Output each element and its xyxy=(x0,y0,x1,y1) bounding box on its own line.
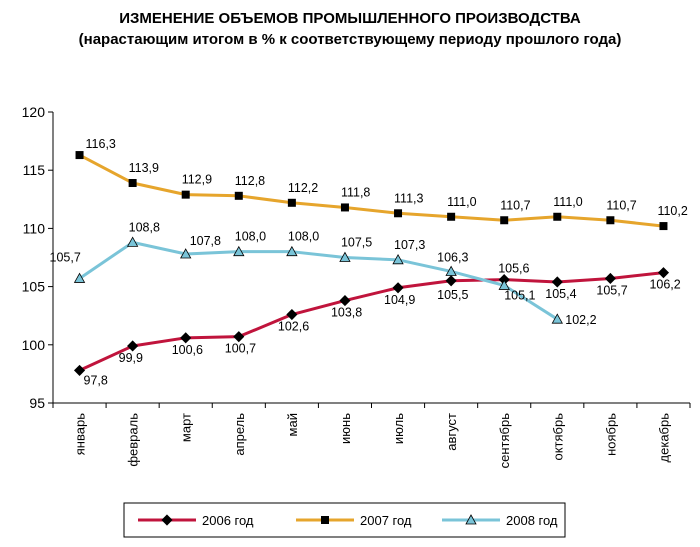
data-label: 112,2 xyxy=(288,181,318,195)
data-label: 100,6 xyxy=(172,343,203,357)
data-point xyxy=(498,279,510,290)
series-line xyxy=(78,271,664,372)
data-point xyxy=(181,190,190,199)
x-tick-label: август xyxy=(444,413,459,451)
data-label: 107,8 xyxy=(190,234,221,248)
legend-marker xyxy=(321,516,329,524)
data-label: 116,3 xyxy=(86,137,116,151)
data-point xyxy=(73,272,86,283)
x-tick-label: январь xyxy=(73,413,88,455)
data-label: 97,8 xyxy=(84,373,108,387)
data-point xyxy=(447,212,456,221)
chart-title: ИЗМЕНЕНИЕ ОБЪЕМОВ ПРОМЫШЛЕННОГО ПРОИЗВОД… xyxy=(119,10,581,27)
data-point xyxy=(180,332,192,344)
x-tick-label: декабрь xyxy=(656,413,671,463)
data-point xyxy=(127,340,139,352)
x-tick-label: апрель xyxy=(232,413,247,456)
data-label: 107,5 xyxy=(341,236,372,250)
data-point xyxy=(657,267,670,279)
data-point xyxy=(392,282,404,294)
y-tick-label: 110 xyxy=(23,220,46,236)
data-point xyxy=(339,251,351,262)
data-label: 110,2 xyxy=(657,204,687,218)
x-tick-label: февраль xyxy=(126,413,141,467)
data-point xyxy=(128,179,137,188)
data-label: 108,8 xyxy=(129,220,160,234)
legend-label: 2008 год xyxy=(506,513,558,528)
x-tick-label: октябрь xyxy=(550,413,565,461)
x-tick-label: сентябрь xyxy=(497,413,512,469)
y-tick-label: 100 xyxy=(22,337,46,353)
y-tick-label: 95 xyxy=(29,395,45,411)
data-point xyxy=(606,216,615,225)
data-label: 104,9 xyxy=(384,293,415,307)
data-point xyxy=(445,275,457,287)
data-label: 108,0 xyxy=(288,230,319,244)
data-label: 99,9 xyxy=(119,351,143,365)
data-label: 105,7 xyxy=(50,250,81,264)
x-tick-label: ноябрь xyxy=(603,413,618,456)
data-label: 112,8 xyxy=(235,174,265,188)
data-label: 102,2 xyxy=(565,313,596,327)
data-label: 105,7 xyxy=(596,283,627,297)
data-label: 108,0 xyxy=(235,230,266,244)
data-label: 112,9 xyxy=(182,173,212,187)
legend-label: 2006 год xyxy=(202,513,254,528)
data-point xyxy=(604,272,616,285)
data-label: 110,7 xyxy=(606,198,636,212)
data-point xyxy=(659,222,668,231)
data-point xyxy=(445,265,457,276)
data-point xyxy=(287,198,296,207)
data-label: 110,7 xyxy=(500,198,530,212)
data-point xyxy=(286,245,298,257)
data-label: 111,0 xyxy=(553,195,582,209)
series-line xyxy=(78,240,559,321)
legend-marker xyxy=(161,514,173,526)
chart-subtitle: (нарастающим итогом в % к соответствующе… xyxy=(78,31,622,48)
data-label: 105,1 xyxy=(504,288,535,302)
data-label: 100,7 xyxy=(225,342,256,356)
x-tick-label: май xyxy=(285,413,300,436)
data-point xyxy=(551,313,563,324)
x-tick-label: июль xyxy=(391,413,406,444)
data-label: 105,6 xyxy=(498,262,529,276)
data-label: 111,3 xyxy=(394,191,423,205)
x-tick-label: июнь xyxy=(338,413,353,444)
y-tick-label: 115 xyxy=(23,162,46,178)
data-label: 111,0 xyxy=(447,195,476,209)
data-point xyxy=(392,254,404,265)
data-point xyxy=(551,276,563,288)
data-label: 102,6 xyxy=(278,320,309,334)
data-label: 103,8 xyxy=(331,306,362,320)
data-point xyxy=(73,364,86,376)
y-tick-label: 105 xyxy=(22,279,46,295)
data-point xyxy=(126,236,139,247)
data-label: 105,4 xyxy=(545,287,576,301)
y-tick-label: 120 xyxy=(22,104,46,120)
data-label: 106,3 xyxy=(437,250,468,264)
legend-marker xyxy=(465,514,477,525)
data-label: 107,3 xyxy=(394,238,425,252)
data-point xyxy=(339,295,351,307)
data-label: 105,5 xyxy=(437,288,468,302)
data-point xyxy=(234,191,243,200)
x-tick-label: март xyxy=(179,413,194,442)
legend-label: 2007 год xyxy=(360,513,412,528)
data-point xyxy=(233,245,245,257)
data-point xyxy=(286,308,298,321)
data-point xyxy=(500,216,509,225)
data-point xyxy=(233,331,245,343)
data-point xyxy=(394,209,403,218)
data-label: 106,2 xyxy=(649,278,680,292)
series-line xyxy=(78,153,664,228)
data-label: 111,8 xyxy=(341,185,370,199)
data-label: 113,9 xyxy=(129,161,159,175)
data-point xyxy=(180,248,192,259)
data-point xyxy=(340,203,349,212)
data-point xyxy=(75,151,84,160)
data-point xyxy=(553,212,562,221)
